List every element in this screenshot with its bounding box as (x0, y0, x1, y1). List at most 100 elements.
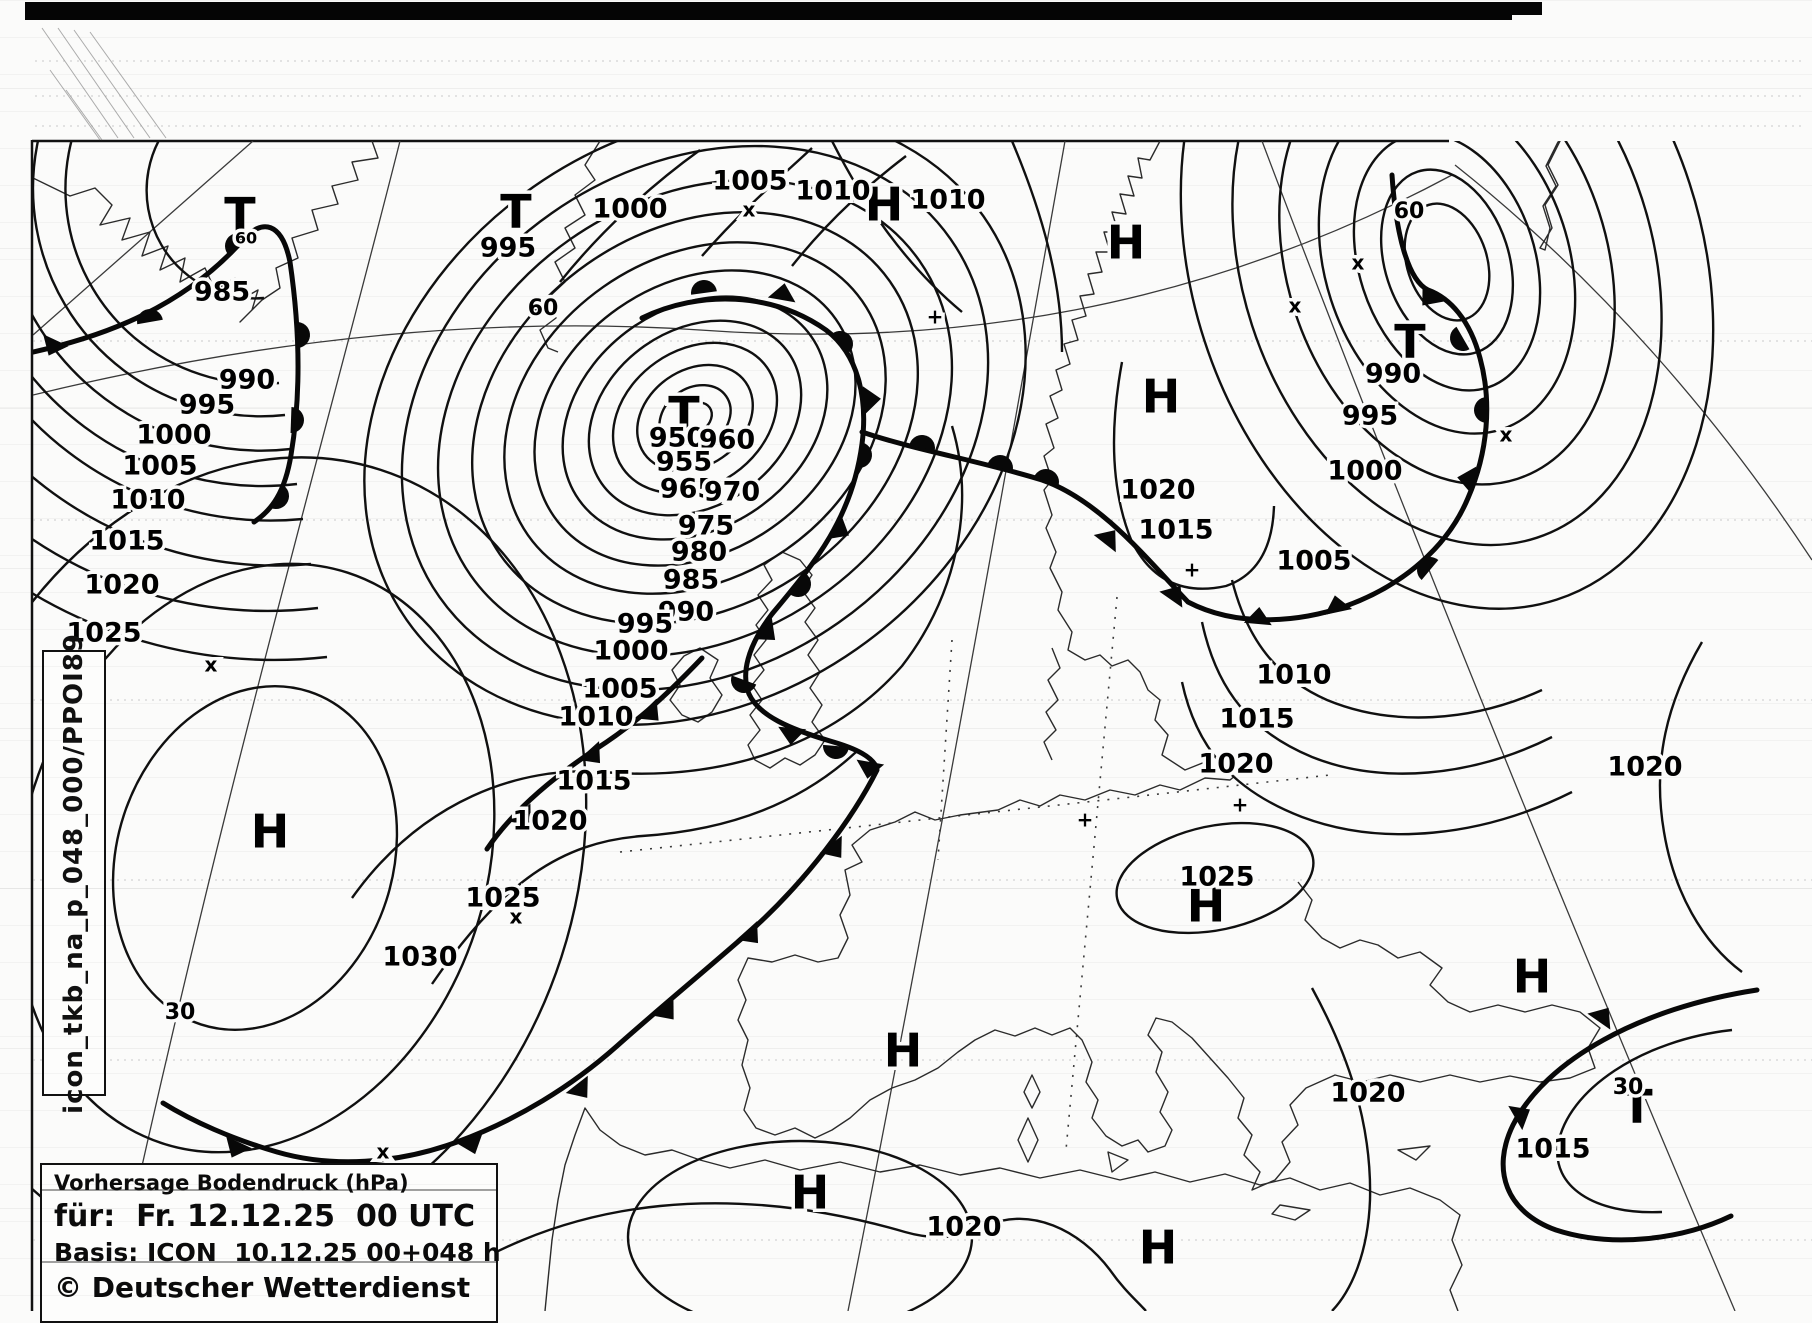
pressure-center-H: H (884, 1024, 923, 1078)
warm-front-symbol (789, 573, 811, 597)
warm-front-symbol (857, 442, 872, 468)
front-greenland (33, 224, 301, 525)
coast-europe (737, 764, 1601, 1191)
cold-front-symbol (651, 997, 674, 1020)
cold-front-symbol (767, 283, 796, 303)
isobar-label: 995 (1342, 401, 1398, 432)
latitude-label: 30 (165, 1000, 196, 1025)
warm-front-symbol (830, 331, 853, 353)
latitude-label: 60 (528, 296, 559, 321)
pressure-center-T: T (224, 188, 256, 242)
warm-front-symbol (225, 233, 248, 256)
warm-front-symbol (1450, 326, 1470, 351)
graticule-tick: + (1184, 558, 1201, 582)
isobar-label: 1000 (1327, 456, 1402, 487)
isobar-label: 1025 (66, 618, 141, 649)
isobar-label: 1005 (122, 451, 197, 482)
isobar-label: 950 (649, 423, 705, 454)
cold-front-symbol (565, 1075, 588, 1098)
map-frame (30, 139, 1449, 1311)
scan-top-bar (25, 2, 1512, 20)
isobar-label: 1010 (795, 176, 870, 207)
isobar-label: 975 (678, 511, 734, 542)
pressure-center-H: H (1187, 879, 1226, 933)
scan-noise (33, 340, 1812, 1241)
isobar-label: 995 (480, 233, 536, 264)
isobar-label: 990 (1365, 359, 1421, 390)
isobar-label: 1020 (926, 1212, 1001, 1243)
isobar-label: 1030 (382, 942, 457, 973)
info-valid-time: für: Fr. 12.12.25 00 UTC (54, 1199, 475, 1234)
isobar-label: 1015 (1515, 1134, 1590, 1165)
isobar-label: 990 (219, 365, 275, 396)
cold-front-symbol (1422, 283, 1445, 306)
latitude-label: 60 (1394, 199, 1425, 224)
coastlines (33, 141, 1601, 1311)
pressure-center-H: H (1513, 950, 1552, 1004)
isobar-label: 1005 (712, 166, 787, 197)
isobar-label: 1020 (1120, 475, 1195, 506)
isobar-label: 1010 (1256, 660, 1331, 691)
warm-front-symbol (295, 322, 310, 348)
graticule-tick: + (927, 305, 944, 329)
cold-front-symbol (856, 759, 885, 779)
pressure-center-H: H (251, 805, 290, 859)
isobar-label: 1015 (556, 766, 631, 797)
pressure-center-H: H (865, 178, 904, 232)
pressure-center-T: T (1621, 1080, 1653, 1134)
product-id-box: icon_tkb_na_p_048_000/PPOI89 (42, 633, 106, 1113)
graticule-tick: x (510, 905, 523, 929)
graticule-tick: x (743, 198, 756, 222)
graticule-tick: + (1232, 793, 1249, 817)
front-atlantic-cold (160, 767, 880, 1165)
isobar-label: 995 (617, 609, 673, 640)
warm-front-symbol (290, 407, 304, 433)
pressure-center-H: H (1142, 370, 1181, 424)
isobar-label: 985 (663, 565, 719, 596)
cold-front-symbol (1587, 1007, 1611, 1030)
graticule-tick: x (1500, 423, 1513, 447)
coast-north-africa (544, 1107, 1463, 1311)
warm-front-symbol (691, 280, 717, 295)
isobar-label: 1000 (592, 194, 667, 225)
forecast-info-box: Vorhersage Bodendruck (hPa) für: Fr. 12.… (40, 1163, 501, 1323)
warm-front-symbol (823, 744, 849, 759)
cold-front-symbol (1159, 585, 1183, 608)
isobar-label: 1015 (1219, 704, 1294, 735)
warm-front-symbol (731, 675, 757, 693)
warm-front-symbol (137, 309, 163, 325)
latitude-label: 60 (235, 229, 257, 248)
cold-front-symbol (456, 1133, 483, 1155)
cold-front-symbol (578, 741, 601, 764)
cold-front-symbol (43, 334, 69, 356)
isobar-label: 1020 (1607, 752, 1682, 783)
cold-front-symbol (827, 514, 849, 540)
product-id-label: icon_tkb_na_p_048_000/PPOI89 (59, 632, 89, 1114)
isobar-label: 980 (671, 537, 727, 568)
coast-britain (747, 551, 826, 769)
isobar-label: 1000 (593, 636, 668, 667)
coast-islands (1017, 1074, 1431, 1221)
isobar-label: 1020 (1330, 1078, 1405, 1109)
pressure-center-H: H (791, 1166, 830, 1220)
isobar-label: 965 (660, 474, 716, 505)
cold-front-symbol (862, 386, 881, 415)
pressure-center-H: H (1107, 216, 1146, 270)
cold-front-symbol (508, 803, 531, 826)
info-model-basis: Basis: ICON 10.12.25 00+048 h (54, 1238, 501, 1267)
map-labels: T TTTTHHHHHHHHH98599099510001005101010151… (63, 162, 1686, 1278)
cold-front-symbol (736, 921, 759, 944)
graticule (33, 141, 1812, 1311)
coast-novaya-zemlya (1539, 141, 1561, 251)
graticule-tick: x (377, 1140, 390, 1164)
isobar-label: 960 (699, 425, 755, 456)
pressure-center-T: T (500, 185, 532, 239)
isobar-label: 1015 (1138, 515, 1213, 546)
isobar-label: 1005 (1276, 546, 1351, 577)
scan-top-bar-fragment (1508, 2, 1542, 15)
warm-front-symbol (1033, 469, 1059, 487)
warm-front-symbol (909, 435, 935, 450)
